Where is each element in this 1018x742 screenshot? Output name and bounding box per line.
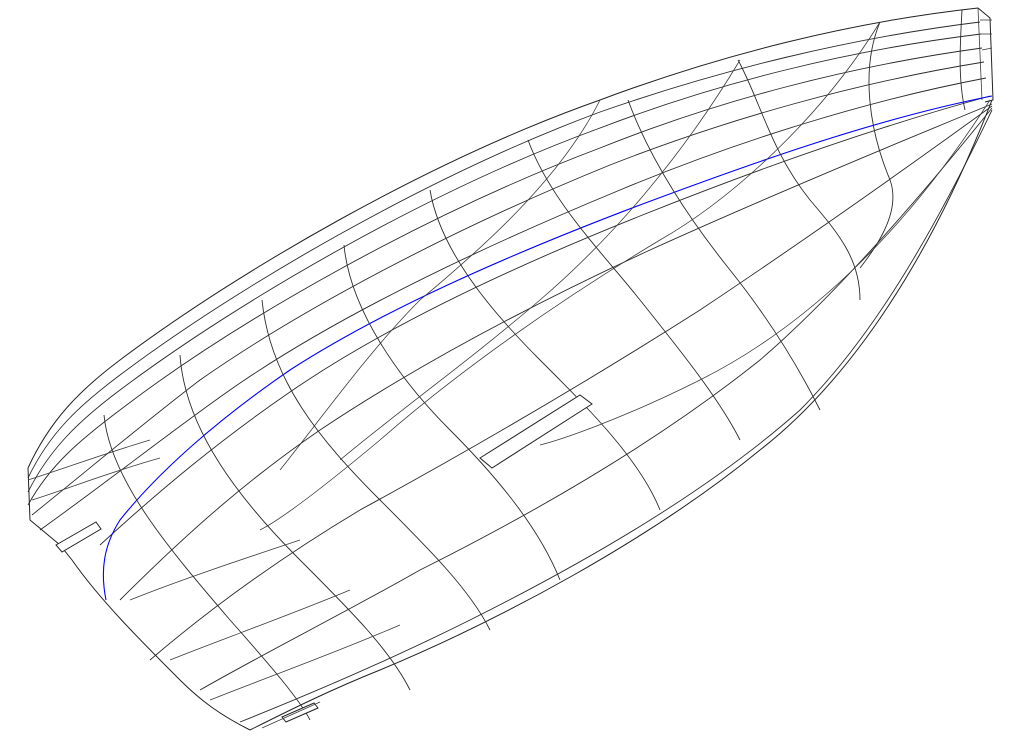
station-7: [343, 244, 561, 581]
bow-hatch-4: [169, 589, 351, 661]
bow-hatch-2: [31, 457, 161, 501]
bow-hatching: [27, 439, 401, 701]
station-lines: [103, 9, 966, 721]
rudder-line: [261, 701, 321, 729]
long-line-7: [119, 103, 993, 601]
station-3: [737, 59, 861, 301]
long-line-8: [149, 105, 993, 661]
station-6: [429, 189, 661, 511]
bow-fitting[interactable]: [55, 521, 102, 553]
diagonal-1: [279, 99, 601, 471]
station-4: [627, 99, 821, 411]
long-line-6: [99, 95, 991, 546]
station-1: [959, 9, 966, 111]
long-line-5: [39, 77, 987, 531]
keel-line: [249, 99, 993, 731]
keel-slot[interactable]: [479, 394, 593, 469]
bow-profile: [27, 467, 251, 731]
diagonal-3: [339, 59, 741, 461]
waterline-highlight[interactable]: [102, 95, 993, 601]
diagonal-4: [539, 99, 991, 446]
transom-line-4: [981, 47, 993, 51]
longitudinal-lines: [27, 21, 993, 723]
long-line-1: [27, 21, 981, 479]
long-line-2: [27, 33, 982, 493]
station-9: [179, 354, 411, 691]
long-line-4: [31, 61, 985, 516]
transom-line-1: [977, 7, 983, 101]
diagonal-lines: [259, 21, 991, 531]
bow-hatch-1: [27, 439, 151, 481]
station-10: [103, 414, 311, 721]
station-5: [527, 139, 741, 441]
station-2: [859, 21, 894, 269]
station-8: [261, 299, 491, 631]
long-line-9: [199, 107, 993, 691]
diagonal-2: [259, 21, 881, 531]
sheer-line: [27, 7, 979, 469]
long-line-3: [27, 47, 983, 506]
transom: [977, 7, 994, 103]
bow-hatch-3: [129, 539, 301, 601]
long-line-10: [239, 109, 993, 723]
bow-hatch-5: [209, 624, 401, 701]
rudder-slot[interactable]: [281, 702, 319, 723]
hull-features: [55, 394, 593, 729]
